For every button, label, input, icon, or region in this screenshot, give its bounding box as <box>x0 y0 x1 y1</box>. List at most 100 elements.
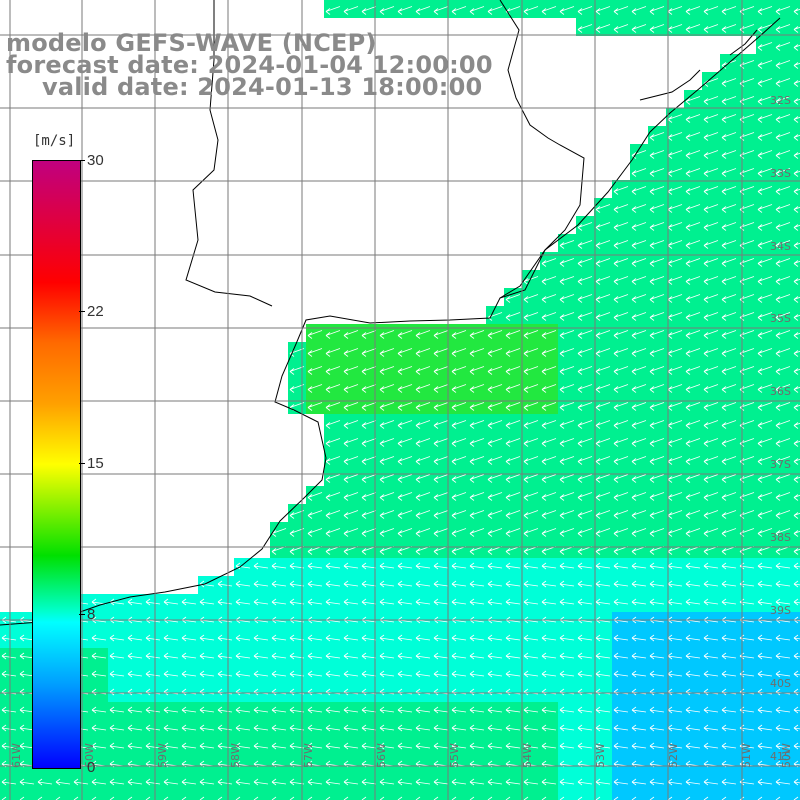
wind-arrow <box>523 384 539 393</box>
valid-date: valid date: 2024-01-13 18:00:00 <box>42 73 483 101</box>
wind-arrow <box>721 724 737 732</box>
wind-arrow <box>559 384 575 393</box>
wind-arrow <box>775 24 791 33</box>
wind-arrow <box>559 742 575 750</box>
wind-arrow <box>523 294 539 303</box>
wind-arrow <box>793 260 800 267</box>
wind-arrow <box>649 186 665 195</box>
wind-arrow <box>343 634 359 642</box>
wind-arrow <box>217 598 233 606</box>
wind-arrow <box>793 706 800 714</box>
wind-arrow <box>721 258 737 267</box>
wind-arrow <box>307 706 323 714</box>
wind-arrow <box>757 330 773 339</box>
wind-arrow <box>487 528 503 537</box>
longitude-label: 51W <box>740 743 753 768</box>
wind-arrow <box>523 580 539 588</box>
wind-arrow <box>361 598 377 606</box>
wind-arrow <box>793 332 800 339</box>
wind-arrow <box>757 706 773 714</box>
wind-arrow <box>523 706 539 714</box>
wind-arrow <box>451 474 467 483</box>
wind-arrow <box>307 652 323 660</box>
wind-arrow <box>505 528 521 537</box>
coastline <box>0 17 781 626</box>
wind-arrow <box>685 258 701 267</box>
wind-arrow <box>199 652 215 660</box>
wind-arrow <box>613 510 629 519</box>
longitude-label: 57W <box>302 743 315 768</box>
wind-arrow <box>361 366 377 375</box>
wind-arrow <box>685 366 701 375</box>
wind-arrow <box>343 510 359 519</box>
wind-arrow <box>397 492 413 501</box>
wind-arrow <box>577 24 593 33</box>
wind-arrow <box>505 598 521 606</box>
wind-arrow <box>703 456 719 465</box>
wind-arrow <box>667 24 683 33</box>
wind-arrow <box>649 438 665 447</box>
wind-arrow <box>649 580 665 588</box>
wind-arrow <box>505 724 521 732</box>
wind-arrow <box>685 652 701 660</box>
wind-arrow <box>559 562 575 570</box>
wind-arrow <box>649 528 665 537</box>
wind-arrow <box>181 652 197 660</box>
wind-arrow <box>523 778 539 786</box>
wind-arrow <box>325 6 341 15</box>
wind-arrow <box>433 778 449 786</box>
wind-arrow <box>505 510 521 519</box>
wind-arrow <box>559 528 575 537</box>
field-cell <box>792 378 800 396</box>
wind-arrow <box>451 580 467 588</box>
field-cell <box>792 180 800 198</box>
wind-arrow <box>145 634 161 642</box>
wind-arrow <box>775 510 791 519</box>
wind-arrow <box>397 598 413 606</box>
wind-arrow <box>559 348 575 357</box>
wind-arrow <box>433 474 449 483</box>
wind-arrow <box>379 634 395 642</box>
wind-arrow <box>775 114 791 123</box>
wind-arrow <box>667 204 683 213</box>
wind-arrow <box>91 724 107 732</box>
wind-arrow <box>613 348 629 357</box>
wind-arrow <box>685 580 701 588</box>
wind-arrow <box>703 598 719 606</box>
wind-arrow <box>415 634 431 642</box>
colorbar-tick-label: 0 <box>87 759 96 776</box>
wind-arrow <box>163 742 179 750</box>
wind-arrow <box>703 312 719 321</box>
wind-arrow <box>379 456 395 465</box>
wind-arrow <box>613 598 629 606</box>
wind-arrow <box>307 402 323 411</box>
colorbar-tickmark <box>79 160 85 161</box>
wind-arrow <box>235 724 251 732</box>
wind-arrow <box>685 706 701 714</box>
wind-arrow <box>667 402 683 411</box>
wind-arrow <box>703 24 719 33</box>
wind-arrow <box>649 456 665 465</box>
wind-arrow <box>199 706 215 714</box>
wind-arrow <box>613 778 629 786</box>
wind-arrow <box>577 456 593 465</box>
wind-arrow <box>541 294 557 303</box>
wind-arrow <box>793 296 800 303</box>
wind-arrow <box>271 778 287 786</box>
wind-arrow <box>415 420 431 429</box>
wind-arrow <box>559 456 575 465</box>
wind-arrow <box>577 670 593 678</box>
wind-arrow <box>649 366 665 375</box>
wind-arrow <box>541 724 557 732</box>
wind-arrow <box>505 778 521 786</box>
wind-arrow <box>163 724 179 732</box>
wind-arrow <box>451 510 467 519</box>
field-cell <box>792 252 800 270</box>
wind-arrow <box>577 438 593 447</box>
longitude-label: 52W <box>667 743 680 768</box>
wind-arrow <box>703 294 719 303</box>
wind-arrow <box>487 366 503 375</box>
wind-arrow <box>325 652 341 660</box>
wind-arrow <box>595 204 611 213</box>
